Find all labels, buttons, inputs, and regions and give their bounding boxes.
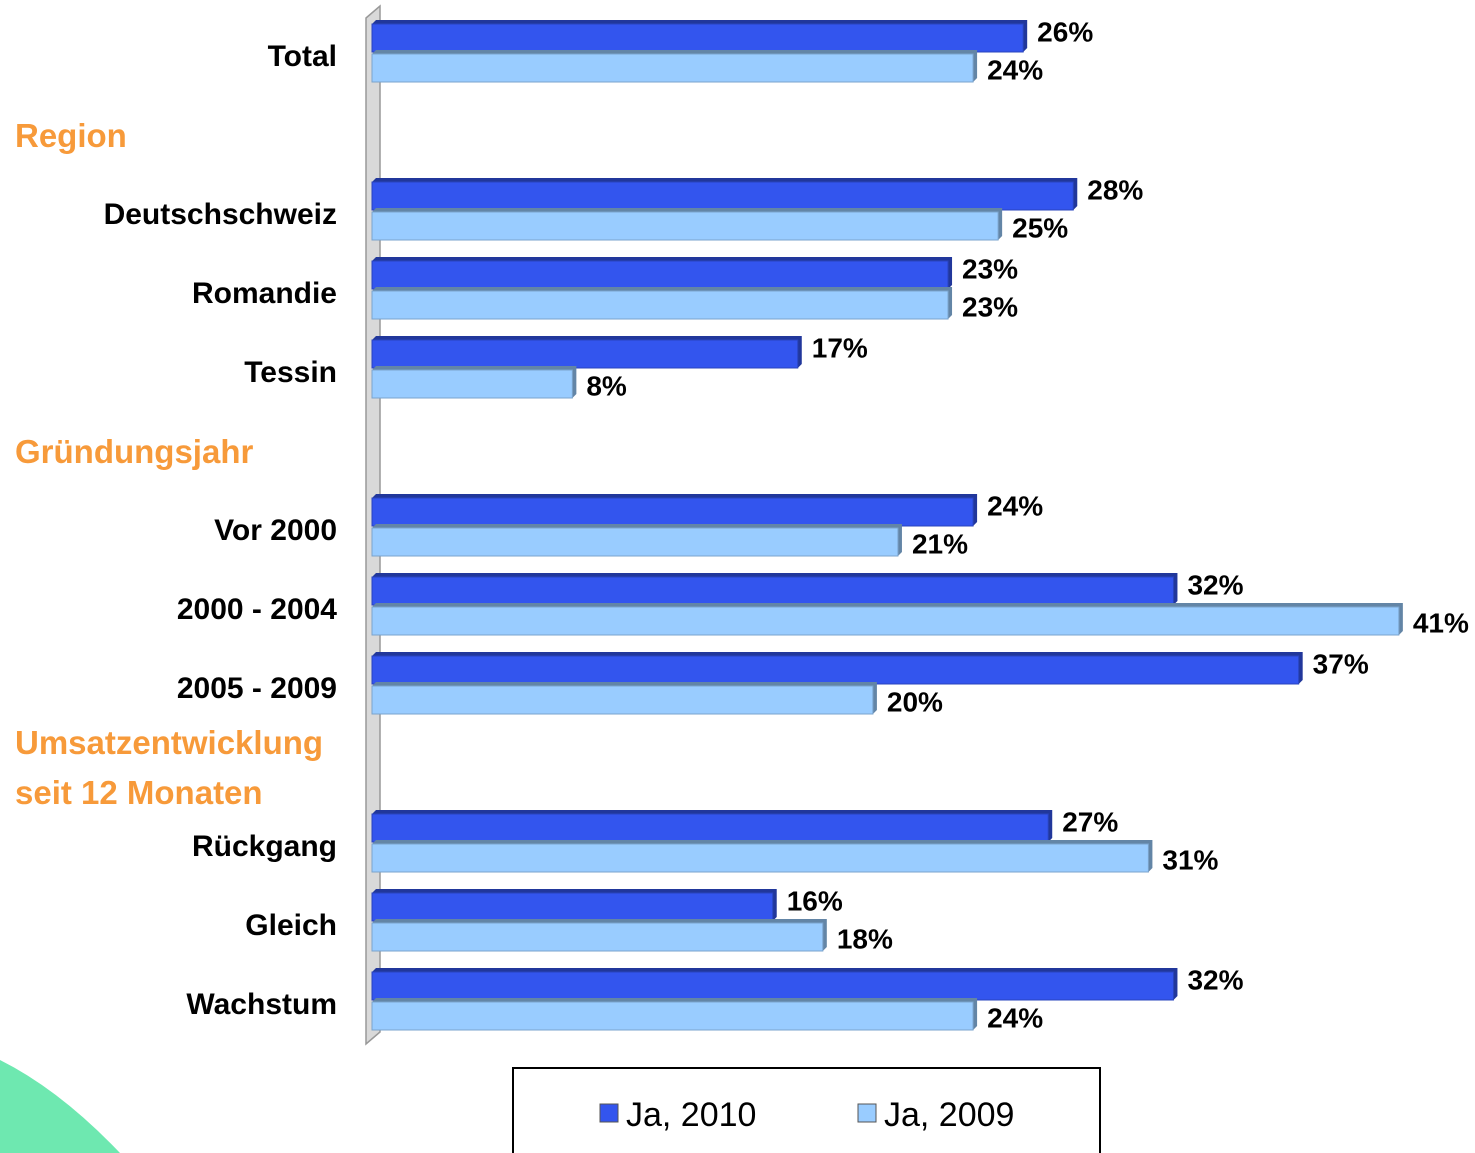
category-label: Deutschschweiz bbox=[103, 198, 337, 231]
bar bbox=[371, 23, 1024, 53]
category-label: Rückgang bbox=[191, 830, 337, 863]
bar bbox=[371, 53, 974, 83]
bar bbox=[371, 211, 999, 241]
value-label: 20% bbox=[887, 686, 943, 717]
bar bbox=[371, 655, 1300, 685]
category-label: Vor 2000 bbox=[214, 514, 337, 547]
bar bbox=[371, 922, 824, 952]
legend-label: Ja, 2010 bbox=[626, 1096, 756, 1134]
decoration bbox=[0, 1060, 120, 1153]
bar bbox=[371, 369, 573, 399]
bar bbox=[371, 1001, 974, 1031]
value-label: 25% bbox=[1012, 212, 1068, 243]
bar bbox=[371, 892, 774, 922]
category-label: Wachstum bbox=[186, 988, 337, 1021]
value-label: 37% bbox=[1313, 648, 1369, 679]
bar bbox=[371, 290, 949, 320]
group-header: Umsatzentwicklung seit 12 Monaten bbox=[15, 724, 324, 811]
value-label: 18% bbox=[837, 923, 893, 954]
bar bbox=[371, 260, 949, 290]
bar bbox=[371, 339, 799, 369]
value-label: 24% bbox=[987, 54, 1043, 85]
bar bbox=[371, 576, 1174, 606]
bar bbox=[371, 685, 874, 715]
value-label: 27% bbox=[1062, 806, 1118, 837]
value-label: 32% bbox=[1187, 964, 1243, 995]
category-label: 2000 - 2004 bbox=[176, 593, 337, 626]
group-header: Gründungsjahr bbox=[15, 433, 254, 470]
value-label: 21% bbox=[912, 528, 968, 559]
value-label: 41% bbox=[1413, 607, 1469, 638]
category-label: Tessin bbox=[244, 356, 337, 389]
category-label: Gleich bbox=[245, 909, 337, 942]
legend-label: Ja, 2009 bbox=[884, 1096, 1014, 1134]
value-label: 16% bbox=[787, 885, 843, 916]
legend-swatch bbox=[857, 1103, 877, 1123]
category-label: Total bbox=[267, 40, 337, 73]
value-label: 26% bbox=[1037, 16, 1093, 47]
value-label: 17% bbox=[812, 332, 868, 363]
value-label: 28% bbox=[1087, 174, 1143, 205]
value-label: 31% bbox=[1162, 844, 1218, 875]
value-label: 23% bbox=[962, 253, 1018, 284]
value-label: 24% bbox=[987, 490, 1043, 521]
bar bbox=[371, 843, 1149, 873]
value-label: 24% bbox=[987, 1002, 1043, 1033]
category-label: Romandie bbox=[191, 277, 337, 310]
legend-swatch bbox=[599, 1103, 619, 1123]
bar bbox=[371, 971, 1174, 1001]
value-label: 32% bbox=[1187, 569, 1243, 600]
bar bbox=[371, 606, 1400, 636]
bar bbox=[371, 181, 1074, 211]
bar bbox=[371, 497, 974, 527]
category-label: 2005 - 2009 bbox=[176, 672, 337, 705]
group-header: Region bbox=[15, 117, 127, 154]
bar bbox=[371, 813, 1049, 843]
value-label: 8% bbox=[586, 370, 627, 401]
value-label: 23% bbox=[962, 291, 1018, 322]
bar bbox=[371, 527, 899, 557]
